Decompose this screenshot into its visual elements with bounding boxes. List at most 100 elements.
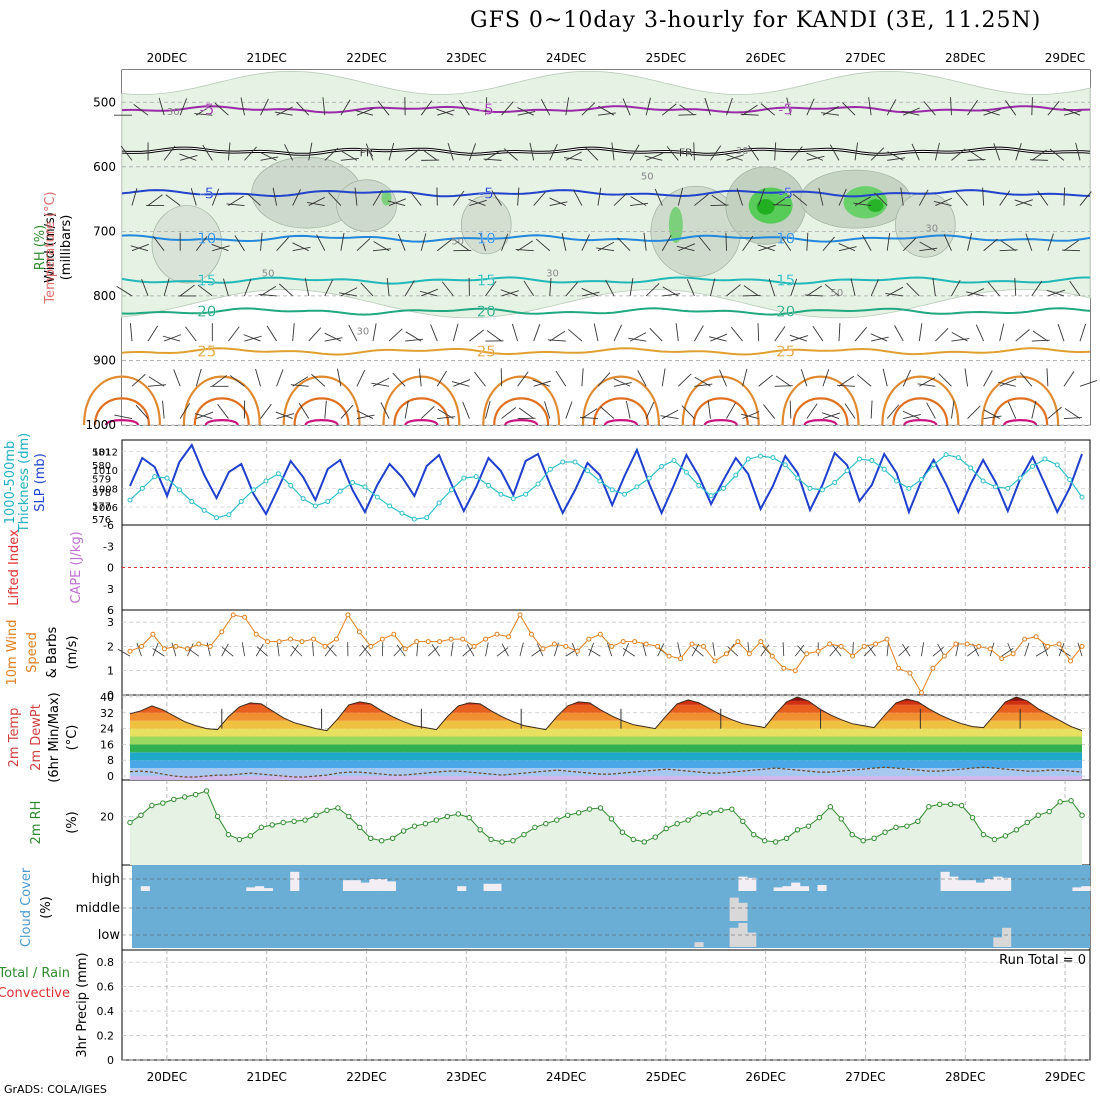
series-point — [718, 807, 724, 814]
pressure-tick-label: 500 — [93, 95, 116, 109]
wind-barb — [326, 645, 337, 657]
wind-barb — [501, 101, 514, 116]
wind-barb — [622, 643, 630, 657]
wind-barb — [354, 187, 358, 206]
series-point — [399, 510, 405, 516]
wind-barb — [581, 291, 600, 297]
series-point — [597, 805, 604, 811]
wind-barb — [372, 248, 391, 252]
wind-barb — [661, 103, 677, 116]
wind-tick-label: 2 — [107, 640, 114, 653]
series-point — [253, 631, 259, 637]
wind-barb — [483, 158, 502, 161]
series-point — [411, 823, 418, 829]
cloud-bar — [966, 880, 977, 891]
cloud-bar — [791, 882, 801, 891]
rh-contour-label: 30 — [357, 327, 370, 338]
wind-barb — [452, 323, 459, 342]
wind-barb — [1058, 642, 1065, 657]
series-point — [1068, 797, 1074, 804]
wind-barb — [644, 155, 663, 161]
wind-barb — [707, 400, 711, 419]
wind-barb — [416, 642, 419, 657]
panel-ylabel-slp_thickness: SLP (mb) — [33, 453, 48, 512]
wind-barb — [405, 338, 424, 342]
series-point — [881, 466, 887, 472]
series-point — [192, 791, 199, 798]
temp-band — [130, 704, 1082, 713]
series-point — [523, 491, 529, 497]
wind-barb — [727, 646, 739, 657]
wind-barb — [622, 98, 631, 116]
wind-barb — [133, 103, 149, 116]
wind-barb — [549, 143, 558, 161]
temperature-line — [129, 696, 1083, 732]
wind-barb — [666, 146, 679, 161]
series-point — [532, 824, 538, 831]
series-point — [575, 810, 582, 816]
wind-barb — [821, 112, 840, 116]
date-label-top: 28DEC — [945, 51, 985, 65]
wind-barb — [549, 197, 567, 206]
series-point — [357, 824, 363, 831]
wind-barb — [854, 327, 867, 342]
wind-barb — [246, 193, 261, 206]
wind-barb — [774, 142, 777, 161]
series-point — [448, 636, 454, 642]
isotherm-label: 15 — [197, 271, 216, 289]
series-point — [1045, 643, 1051, 649]
wind-barb — [292, 246, 311, 252]
series-point — [543, 821, 549, 827]
wind-barb — [533, 324, 541, 342]
wind-barb — [292, 323, 295, 342]
wind-barb — [380, 402, 390, 419]
wind-barb — [926, 402, 936, 419]
wind-barb — [114, 414, 133, 419]
wind-barb — [1042, 642, 1048, 657]
wind-barb — [597, 241, 615, 252]
wind-barb — [454, 239, 470, 252]
series-point — [276, 639, 282, 645]
wind-barb — [812, 325, 824, 342]
series-point — [356, 629, 362, 635]
panel-axislabel-temp2m: (°C) — [65, 725, 80, 751]
series-point — [860, 838, 866, 844]
rh-contour-label: 30 — [167, 107, 180, 118]
wind-barb — [340, 232, 345, 251]
wind-barb — [637, 370, 647, 387]
wind-barb — [255, 368, 261, 387]
rh-contour-label: 30 — [546, 269, 559, 280]
series-point — [678, 656, 684, 662]
wind-barb — [212, 375, 227, 387]
series-point — [904, 823, 910, 829]
slp-tick-label: 1008 — [93, 485, 118, 496]
series-point — [288, 636, 294, 642]
series-point — [815, 648, 821, 654]
wind-barb — [870, 279, 879, 297]
date-label-bottom: 24DEC — [546, 1070, 586, 1084]
wind-barb — [162, 400, 165, 419]
date-label-top: 25DEC — [646, 51, 686, 65]
series-point — [937, 801, 943, 807]
series-point — [873, 641, 879, 647]
wind-barb — [1046, 368, 1049, 387]
series-point — [861, 643, 867, 649]
rh-contour-label: 30 — [925, 223, 938, 234]
wind-barb — [468, 198, 486, 206]
wind-barb — [742, 368, 748, 387]
wind-barb — [135, 404, 149, 419]
panel-ylabel-temp2m: 2m DewPt — [29, 704, 44, 771]
series-point — [236, 836, 243, 843]
wind-barb — [1035, 648, 1049, 657]
wind-barb — [340, 287, 358, 297]
date-label-bottom: 21DEC — [246, 1070, 286, 1084]
dewpoint-line — [129, 766, 1083, 778]
series-point — [138, 812, 144, 818]
wind-barb — [136, 642, 142, 657]
isotherm-label: 10 — [477, 229, 496, 247]
cloud-tick-label: high — [92, 872, 120, 887]
isotherm-line — [121, 189, 1091, 198]
series-point — [915, 818, 921, 824]
wind-barb — [436, 370, 447, 387]
wind-barb — [355, 110, 374, 116]
